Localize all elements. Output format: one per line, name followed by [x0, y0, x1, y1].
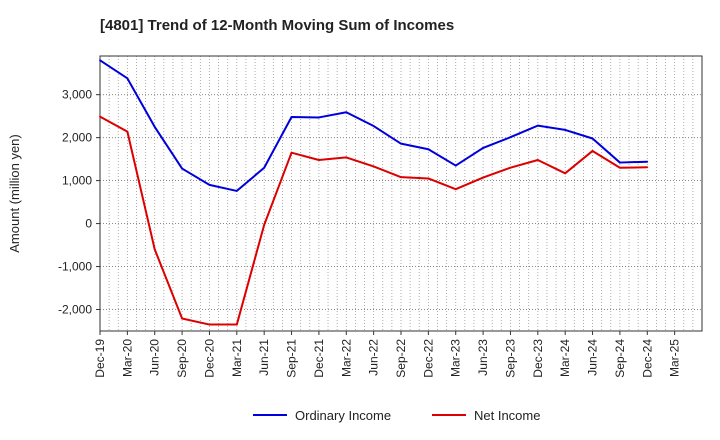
- data-point: [372, 165, 375, 168]
- x-tick-label: Sep-23: [503, 339, 517, 378]
- data-point: [372, 125, 375, 127]
- data-point: [153, 248, 156, 251]
- data-point: [509, 136, 512, 139]
- data-point: [482, 147, 484, 149]
- data-point: [345, 156, 348, 159]
- data-point: [619, 161, 621, 164]
- data-point: [290, 116, 293, 118]
- data-point: [536, 159, 539, 161]
- x-tick-label: Sep-22: [394, 339, 408, 378]
- data-point: [263, 166, 266, 169]
- x-tick-label: Dec-23: [531, 339, 545, 378]
- x-tick-label: Jun-24: [586, 339, 600, 376]
- x-tick-label: Dec-21: [312, 339, 326, 378]
- data-point: [536, 124, 539, 127]
- data-point: [126, 77, 129, 80]
- data-point: [509, 166, 512, 169]
- data-point: [235, 190, 238, 192]
- x-tick-label: Mar-23: [449, 339, 463, 377]
- x-tick-label: Dec-22: [421, 339, 435, 378]
- y-tick-label: -1,000: [58, 260, 92, 274]
- x-tick-label: Jun-20: [148, 339, 162, 376]
- legend: Ordinary Income Net Income: [253, 408, 540, 423]
- data-point: [318, 116, 320, 119]
- y-tick-label: 1,000: [62, 174, 92, 188]
- data-point: [126, 130, 129, 133]
- y-tick-label: -2,000: [58, 303, 92, 317]
- x-tick-label: Sep-21: [285, 339, 299, 378]
- data-point: [427, 177, 430, 180]
- axes: -2,000 -1,000 0 1,000 2,000 3,000 Dec-19 Mar-20…: [58, 55, 703, 378]
- x-tick-label: Mar-20: [120, 339, 134, 377]
- data-point: [400, 176, 402, 179]
- data-point: [564, 129, 567, 131]
- y-tick-label: 0: [85, 217, 92, 231]
- data-point: [318, 159, 320, 161]
- data-point: [263, 223, 266, 226]
- x-tick-label: Dec-20: [202, 339, 216, 378]
- data-point: [400, 142, 402, 145]
- data-point: [99, 115, 101, 118]
- x-tick-label: Jun-22: [367, 339, 381, 376]
- legend-label: Net Income: [474, 408, 540, 423]
- x-tick-label: Dec-24: [640, 339, 654, 378]
- data-point: [208, 323, 211, 326]
- x-tick-label: Sep-20: [175, 339, 189, 378]
- plot-frame: [99, 55, 703, 332]
- data-point: [591, 137, 594, 140]
- x-tick-label: Mar-24: [558, 339, 572, 377]
- y-tick-label: 2,000: [62, 131, 92, 145]
- x-tick-label: Mar-22: [339, 339, 353, 377]
- data-point: [235, 323, 238, 326]
- legend-label: Ordinary Income: [295, 408, 391, 423]
- data-point: [646, 166, 649, 169]
- y-tick-label: 3,000: [62, 88, 92, 102]
- y-axis-label: Amount (million yen): [7, 134, 22, 253]
- x-tick-label: Jun-21: [257, 339, 271, 376]
- data-point: [646, 160, 649, 163]
- data-point: [345, 111, 348, 114]
- data-point: [591, 150, 594, 152]
- data-point: [181, 167, 183, 170]
- data-point: [153, 125, 156, 128]
- data-point: [208, 184, 211, 186]
- data-point: [619, 166, 621, 169]
- x-tick-label: Dec-19: [93, 339, 107, 378]
- data-point: [427, 148, 430, 151]
- x-tick-label: Mar-21: [230, 339, 244, 377]
- data-point: [564, 172, 567, 175]
- data-point: [99, 59, 101, 62]
- grid: [99, 56, 703, 331]
- chart-title: [4801] Trend of 12-Month Moving Sum of I…: [100, 17, 454, 34]
- x-tick-label: Jun-23: [476, 339, 490, 376]
- data-point: [454, 188, 457, 191]
- data-point: [290, 151, 293, 154]
- x-tick-label: Sep-24: [613, 339, 627, 378]
- data-point: [454, 164, 457, 167]
- data-point: [482, 176, 484, 179]
- x-tick-label: Mar-25: [668, 339, 682, 377]
- data-point: [181, 317, 183, 320]
- series-group: [99, 59, 649, 326]
